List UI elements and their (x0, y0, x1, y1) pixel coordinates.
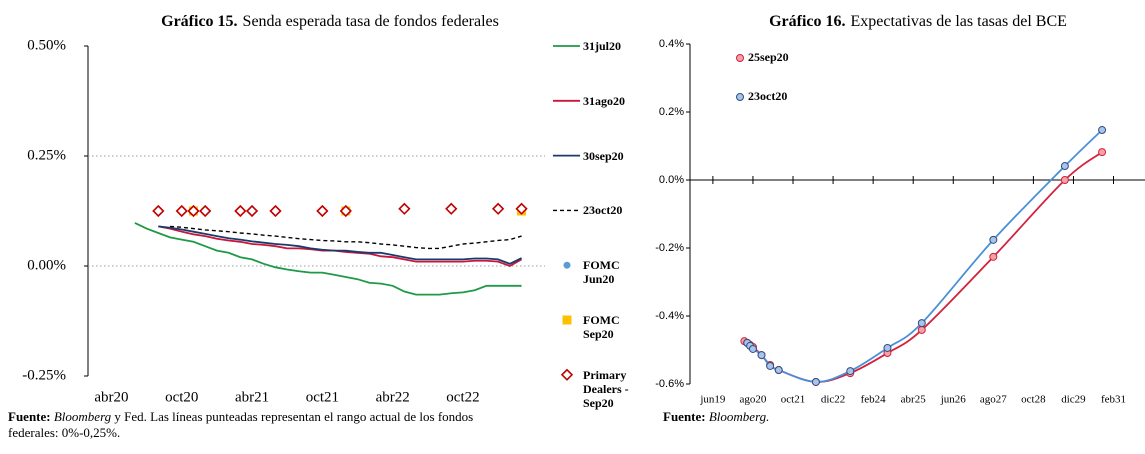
x-tick-label: abr25 (901, 394, 927, 406)
series-line (746, 129, 1103, 383)
title-label: Gráfico 16. (769, 13, 845, 30)
marker-circle (883, 343, 892, 352)
note-16: Fuente: Bloomberg. (663, 409, 1133, 425)
marker-diamond (187, 204, 200, 218)
marker-circle (846, 367, 855, 376)
marker-diamond (445, 202, 458, 215)
x-tick-label: oct22 (446, 389, 479, 405)
legend-label: 25sep20 (748, 50, 789, 64)
y-tick-label: 0.2% (659, 106, 684, 118)
marker-square (562, 315, 572, 325)
x-tick-label: abr21 (235, 389, 269, 405)
marker-diamond (491, 202, 505, 215)
marker-diamond (560, 368, 574, 381)
marker-circle (757, 351, 766, 360)
x-tick-label: abr20 (94, 389, 128, 405)
x-tick-label: oct28 (1021, 394, 1046, 406)
x-tick-label: abr22 (376, 389, 410, 405)
y-tick-label: 0.50% (27, 37, 66, 53)
legend-label: 31ago20 (583, 93, 625, 108)
series-line (134, 222, 522, 296)
source: Bloomberg. (708, 409, 770, 424)
marker-circle (1098, 148, 1107, 157)
legend-label: 31jul20 (583, 39, 622, 53)
y-tick-label: 0.00% (27, 257, 66, 273)
source-label: Fuente: (663, 409, 706, 424)
marker-circle (736, 93, 744, 101)
y-tick-label: -0.2% (655, 242, 684, 254)
y-tick-label: 0.4% (659, 38, 684, 50)
legend-label: FOMC Sep20 (583, 313, 620, 341)
marker-circle (736, 54, 744, 62)
chart-title: Gráfico 15. Senda esperada tasa de fondos… (161, 13, 499, 30)
x-tick-label: ago27 (980, 394, 1007, 406)
title-text: Expectativas de las tasas del BCE (851, 13, 1067, 30)
marker-circle (917, 325, 926, 334)
x-tick-label: feb24 (861, 394, 887, 406)
title-label: Gráfico 15. (161, 13, 237, 30)
marker-diamond (234, 204, 247, 218)
y-tick-label: 0.0% (659, 174, 684, 186)
x-tick-label: oct21 (306, 389, 339, 405)
marker-circle (989, 252, 998, 261)
chart-title: Gráfico 16. Expectativas de las tasas del… (769, 13, 1067, 30)
series-line (169, 225, 522, 250)
marker-diamond (269, 204, 282, 218)
marker-diamond (152, 204, 165, 218)
marker-diamond (339, 204, 352, 218)
legend-label: 23oct20 (748, 89, 787, 103)
marker-circle (766, 361, 775, 370)
marker-circle (811, 377, 820, 386)
note-15: Fuente: Bloomberg y Fed. Las líneas punt… (8, 409, 508, 441)
series-line (743, 151, 1103, 383)
x-tick-label: jun26 (940, 394, 967, 406)
x-tick-label: oct20 (165, 389, 198, 405)
x-tick-label: dic29 (1061, 394, 1086, 406)
y-tick-label: -0.6% (655, 378, 684, 390)
y-tick-label: -0.25% (22, 367, 66, 383)
y-tick-label: -0.4% (655, 310, 684, 322)
source-label: Fuente: (8, 409, 51, 424)
marker-circle (989, 235, 998, 244)
marker-circle (1098, 126, 1107, 135)
marker-circle (917, 319, 926, 328)
x-tick-label: dic22 (821, 394, 845, 406)
source: Bloomberg (53, 409, 112, 424)
marker-circle (774, 366, 783, 375)
x-tick-label: jun19 (699, 394, 726, 406)
series-line (158, 225, 523, 267)
legend-label: Primary Dealers - Sep20 (583, 367, 629, 410)
y-tick-label: 0.25% (27, 147, 66, 163)
x-tick-label: feb31 (1101, 394, 1126, 406)
marker-circle (1060, 162, 1069, 171)
marker-diamond (398, 202, 411, 215)
marker-diamond (175, 204, 188, 218)
marker-circle (748, 344, 757, 353)
marker-diamond (199, 204, 212, 218)
legend-label: 30sep20 (583, 148, 624, 163)
marker-diamond (245, 204, 259, 218)
x-tick-label: ago20 (740, 394, 767, 406)
series-line (158, 225, 522, 265)
marker-diamond (515, 202, 528, 215)
legend-label: 23oct20 (583, 203, 623, 218)
note-text: y Fed. Las líneas punteadas representan … (8, 409, 474, 440)
x-tick-label: oct21 (781, 394, 805, 406)
marker-circle (563, 261, 571, 269)
marker-diamond (316, 204, 329, 218)
marker-circle (1060, 176, 1069, 184)
legend-label: FOMC Jun20 (583, 258, 620, 287)
title-text: Senda esperada tasa de fondos federales (243, 13, 499, 30)
